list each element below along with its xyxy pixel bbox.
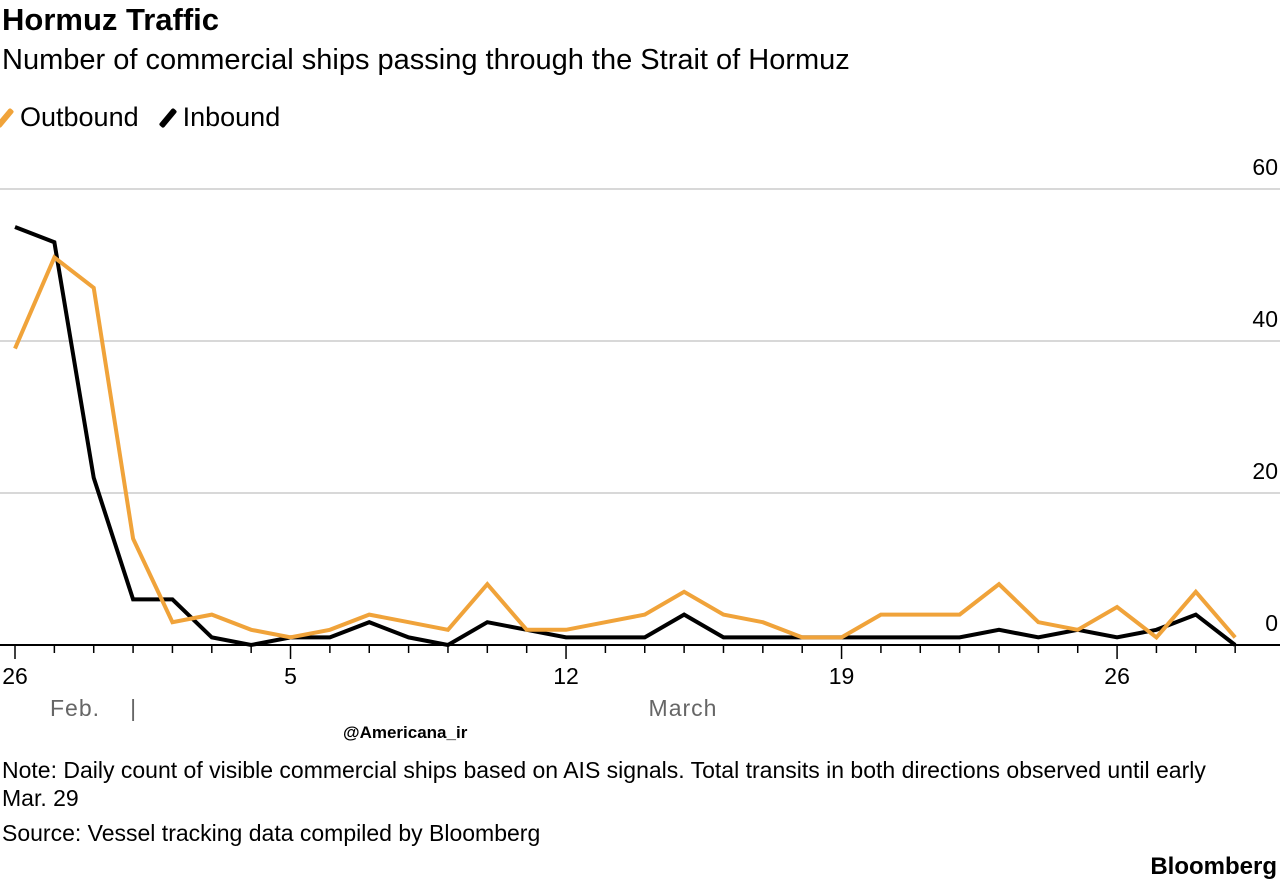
month-label: Feb. bbox=[50, 695, 100, 721]
bloomberg-logo: Bloomberg bbox=[1150, 853, 1277, 880]
x-tick-label: 26 bbox=[2, 663, 28, 689]
legend-label: Outbound bbox=[20, 102, 139, 132]
chart-subtitle: Number of commercial ships passing throu… bbox=[2, 44, 850, 76]
x-tick-label: 19 bbox=[829, 663, 855, 689]
x-tick-label: 26 bbox=[1104, 663, 1130, 689]
x-tick-label: 5 bbox=[284, 663, 297, 689]
x-tick-label: 12 bbox=[553, 663, 579, 689]
y-tick-label: 60 bbox=[1252, 154, 1278, 180]
y-tick-label: 20 bbox=[1252, 458, 1278, 484]
source: Source: Vessel tracking data compiled by… bbox=[2, 820, 541, 846]
legend-outbound: Outbound bbox=[0, 102, 139, 133]
legend-label: Inbound bbox=[182, 102, 281, 132]
y-tick-label: 40 bbox=[1252, 306, 1278, 332]
line-chart: 0 20 40 60 26 5 12 19 26 Feb. | March bbox=[0, 154, 1280, 721]
series-line-outbound bbox=[13, 254, 1237, 641]
month-label: March bbox=[649, 695, 718, 721]
legend-inbound: Inbound bbox=[158, 102, 281, 133]
legend: Outbound Inbound bbox=[0, 102, 281, 133]
note: Note: Daily count of visible commercial … bbox=[2, 757, 1206, 811]
y-tick-label: 0 bbox=[1265, 610, 1278, 636]
month-separator: | bbox=[130, 695, 136, 721]
series-line-inbound bbox=[14, 225, 1237, 648]
watermark: @Americana_ir bbox=[343, 723, 468, 742]
chart-title: Hormuz Traffic bbox=[2, 2, 220, 37]
